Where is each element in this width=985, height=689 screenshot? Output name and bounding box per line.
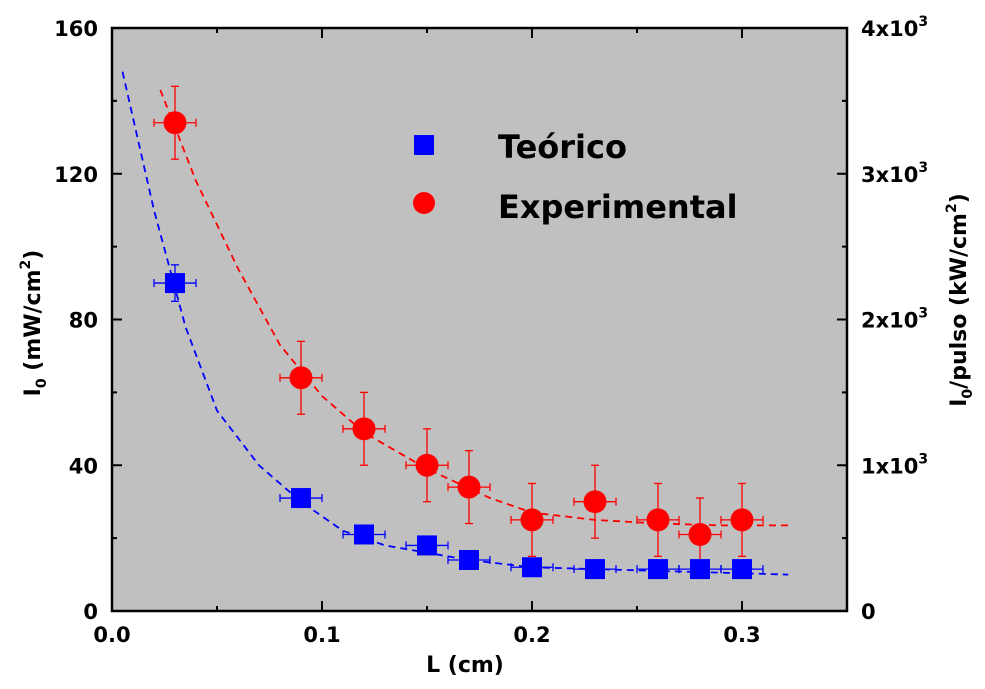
fit-line-experimental — [159, 89, 789, 527]
y-right-tick-label: 0 — [861, 600, 876, 624]
fit-lines — [121, 71, 789, 576]
y-right-tick-label: 1x103 — [861, 451, 928, 478]
data-point-experimental — [457, 475, 481, 499]
data-point-experimental — [520, 508, 544, 532]
data-point-experimental — [163, 111, 187, 135]
x-axis-label: L (cm) — [426, 653, 504, 678]
y-tick-label: 40 — [69, 454, 98, 478]
tick-labels: 0.0 0.1 0.2 0.3 0 40 80 120 160 0 1x103 2x103 3x103 4… — [54, 14, 928, 647]
y-right-tick-label: 3x103 — [861, 160, 928, 187]
data-point-teorico — [732, 559, 752, 580]
legend-label-teorico: Teórico — [498, 128, 627, 166]
data-point-experimental — [688, 522, 712, 546]
data-point-teorico — [522, 557, 542, 578]
data-point-teorico — [690, 559, 710, 580]
fit-line-teorico — [121, 71, 789, 576]
data-point-experimental — [646, 508, 670, 532]
data-point-teorico — [291, 488, 311, 509]
y-right-axis-label: I0/pulso (kW/cm2) — [944, 193, 976, 407]
data-point-teorico — [648, 559, 668, 580]
data-point-experimental — [415, 453, 439, 477]
legend-marker-teorico — [414, 135, 434, 155]
data-point-experimental — [730, 508, 754, 532]
data-point-teorico — [585, 559, 605, 580]
data-point-teorico — [417, 535, 437, 556]
x-tick-label: 0.3 — [723, 623, 760, 647]
data-point-experimental — [289, 366, 313, 390]
data-point-teorico — [354, 524, 374, 545]
y-tick-label: 120 — [54, 163, 98, 187]
data-point-experimental — [352, 417, 376, 441]
data-point-experimental — [583, 490, 607, 514]
y-axis-label: I0 (mW/cm2) — [18, 250, 50, 397]
x-tick-label: 0.2 — [513, 623, 550, 647]
axis-ticks — [111, 27, 848, 612]
y-tick-label: 80 — [69, 309, 98, 333]
legend-label-experimental: Experimental — [498, 188, 738, 226]
y-right-tick-label: 2x103 — [861, 306, 928, 333]
data-point-teorico — [165, 273, 185, 294]
legend: Teórico Experimental — [413, 128, 738, 226]
y-right-tick-label: 4x103 — [861, 14, 928, 41]
y-tick-label: 0 — [83, 600, 98, 624]
x-tick-label: 0.0 — [93, 623, 130, 647]
y-tick-label: 160 — [54, 17, 98, 41]
plot-area — [112, 28, 847, 611]
data-point-teorico — [459, 549, 479, 570]
legend-marker-experimental — [413, 192, 435, 214]
data-markers — [163, 111, 754, 580]
x-tick-label: 0.1 — [303, 623, 340, 647]
